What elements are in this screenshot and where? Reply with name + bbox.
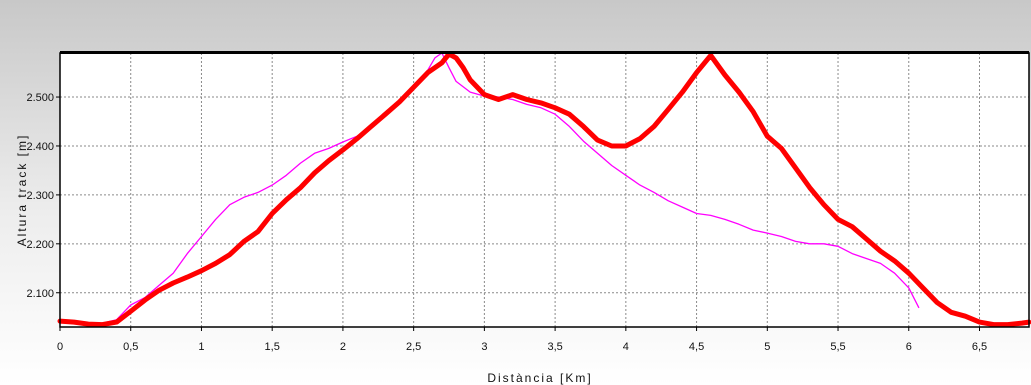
x-tick-label: 0,5	[123, 341, 138, 353]
x-tick-label: 1,5	[265, 341, 280, 353]
y-tick-label: 2.200	[26, 239, 54, 251]
y-tick-label: 2.300	[26, 190, 54, 202]
x-tick-label: 4	[623, 341, 629, 353]
x-tick-label: 2,5	[406, 341, 421, 353]
series-1-line	[57, 51, 1031, 328]
y-tick-label: 2.100	[26, 288, 54, 300]
x-tick-label: 6,5	[972, 341, 987, 353]
x-tick-label: 5	[764, 341, 770, 353]
x-tick-label: 3,5	[547, 341, 562, 353]
x-tick-label: 4,5	[689, 341, 704, 353]
x-tick-label: 5,5	[830, 341, 845, 353]
x-tick-label: 6	[906, 341, 912, 353]
x-tick-label: 3	[481, 341, 487, 353]
series-lines	[57, 51, 1031, 328]
series-2-line	[59, 52, 920, 324]
x-tick-label: 0	[57, 341, 63, 353]
y-tick-label: 2.400	[26, 141, 54, 153]
x-tick-label: 2	[340, 341, 346, 353]
x-axis-title: Distància [Km]	[487, 371, 592, 385]
x-tick-label: 1	[198, 341, 204, 353]
x-tick-labels: 0 0,5 1 1,5 2 2,5 3 3,5 4 4,5 5 5,5 6 6,5	[57, 327, 987, 353]
gridlines	[60, 53, 1029, 327]
y-tick-labels: 2.100 2.200 2.300 2.400 2.500	[26, 92, 60, 300]
plot-area	[60, 53, 1029, 327]
y-tick-label: 2.500	[26, 92, 54, 104]
y-axis-title: Altura track [m]	[15, 134, 29, 247]
